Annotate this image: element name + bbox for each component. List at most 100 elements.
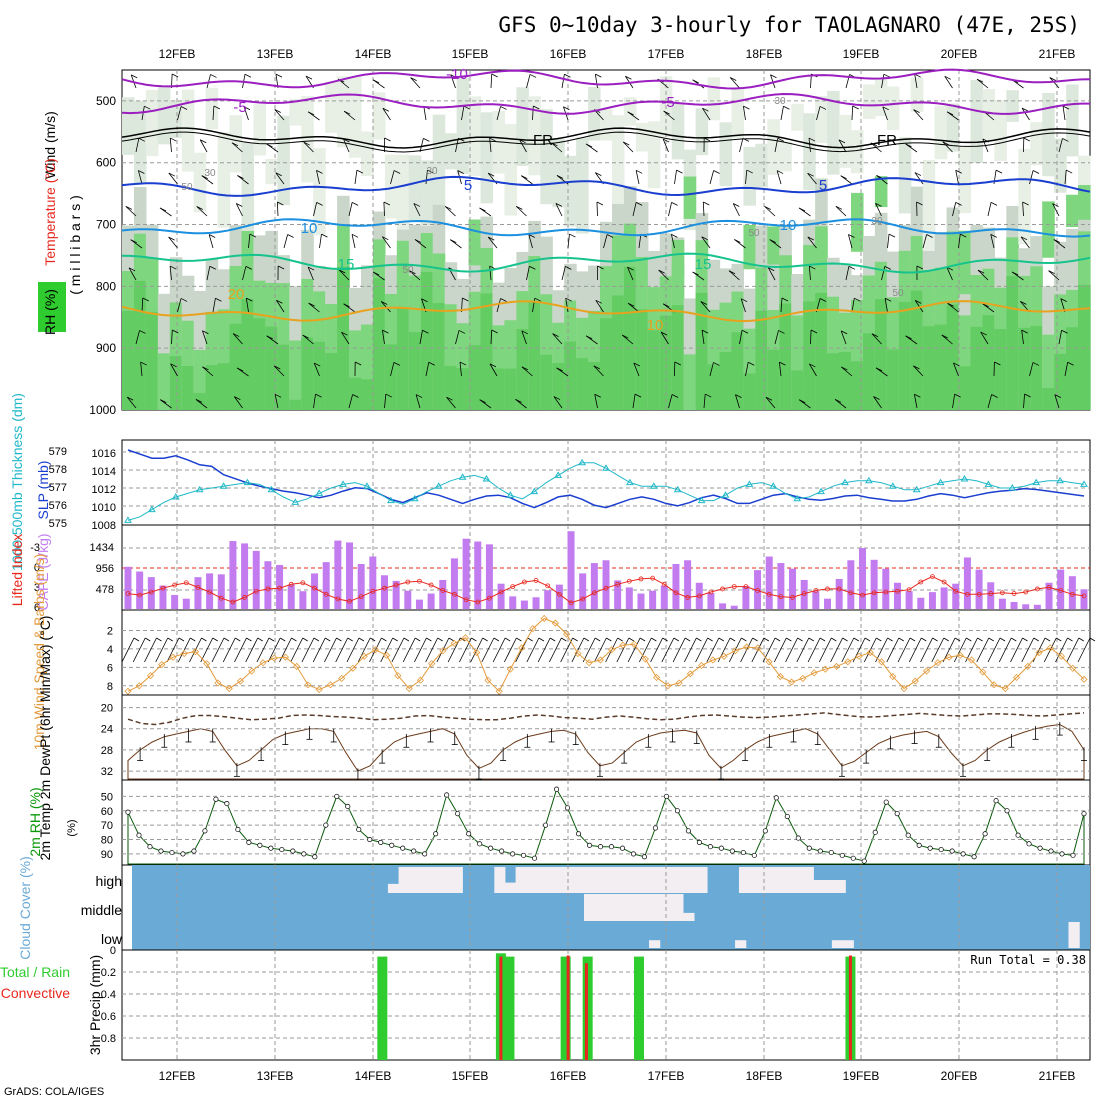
wind-barb-flag — [528, 234, 535, 238]
wind-barb-flag — [160, 399, 167, 404]
wind10m-barb-staff — [121, 637, 135, 663]
wind-barb-flag — [479, 399, 486, 404]
wind-barb-staff — [980, 331, 989, 345]
wind10m-marker — [821, 665, 829, 673]
wind10m-barb-staff — [1010, 637, 1023, 663]
lifted-index-marker — [521, 579, 527, 585]
wind10m-marker — [338, 674, 346, 682]
thickness-tick: 575 — [49, 518, 67, 530]
wind10m-barb-staff — [357, 637, 371, 663]
wind-barb-flag — [916, 265, 924, 270]
wind10m-marker — [743, 643, 751, 651]
cloud-high-cell — [632, 867, 644, 893]
wind-barb-staff — [1049, 77, 1060, 89]
wind10m-marker — [349, 664, 357, 672]
wind-barb-staff — [521, 175, 533, 185]
wind-barb-staff — [212, 298, 216, 313]
rh-tick: 70 — [101, 820, 113, 832]
wind-barb-flag — [352, 394, 359, 398]
bottom-date-labels: 12FEB 13FEB 14FEB 15FEB 16FEB 17FEB 18FEB 19FEB… — [159, 1069, 1076, 1083]
cape-bar — [777, 563, 785, 609]
wind-barb-flag — [303, 141, 310, 146]
cloud-high-cell — [770, 867, 783, 893]
wind-barb-staff — [446, 396, 456, 409]
pressure-tick-700: 700 — [96, 218, 116, 232]
wind-barb-flag — [459, 361, 467, 366]
wind-barb-flag — [1049, 77, 1056, 81]
wind-barb-staff — [702, 201, 705, 217]
lifted-index-marker — [988, 591, 994, 596]
wind-barb-flag — [563, 106, 570, 111]
wind10m-marker — [248, 667, 256, 675]
contour-label: 50 — [892, 288, 904, 299]
wind10m-barb-staff — [537, 637, 551, 663]
wind-barb-flag — [1032, 170, 1040, 174]
cloud-high-cell — [824, 880, 836, 893]
rh-band-upper — [707, 77, 721, 121]
rh-band-upper — [349, 76, 362, 158]
rh-band-darkgreen — [707, 364, 721, 410]
wind-barb-staff — [381, 236, 391, 249]
rh-band-darkgreen — [886, 349, 900, 410]
rh-band-darkgreen — [504, 368, 517, 410]
wind-barb-staff — [922, 234, 928, 249]
wind-barb-staff — [308, 302, 320, 313]
wind10m-marker — [788, 678, 796, 686]
wind-barb-flag — [734, 239, 741, 243]
rh-marker — [125, 809, 131, 815]
wind10m-marker — [799, 674, 807, 682]
wind-barb-staff — [848, 234, 853, 249]
wind10m-marker — [259, 659, 267, 667]
contour-label: FR — [877, 132, 897, 149]
wind-barb-staff — [809, 363, 817, 377]
rh-band-upper — [145, 89, 159, 157]
wind-barb-staff — [774, 330, 779, 345]
wind10m-barb-flag — [808, 637, 815, 642]
isotherm-15 — [121, 252, 1091, 274]
rh-band-upper — [444, 133, 458, 170]
cloud-low-cell — [842, 940, 854, 948]
wind-barb-flag — [1022, 201, 1029, 206]
wind-barb-flag — [316, 169, 323, 174]
cloud-high-cell — [398, 867, 410, 893]
bottom-date-12FEB: 12FEB — [159, 1069, 196, 1083]
precip-tick: 0.4 — [101, 989, 116, 1001]
lifted-index-label: Lifted Index — [9, 534, 25, 606]
thickness-marker — [171, 493, 180, 500]
wind-barb-flag — [713, 170, 720, 174]
wind-barb-staff — [881, 266, 886, 281]
wind-barb-flag — [130, 239, 137, 244]
wind-barb-staff — [382, 108, 391, 121]
precip-frame — [121, 949, 1091, 1061]
wind10m-barb-flag — [493, 637, 500, 642]
rh-band-darkgreen — [671, 305, 685, 410]
wind-barb-staff — [871, 333, 882, 345]
wind10m-barb-flag — [1078, 637, 1084, 642]
wind-barb-flag — [168, 172, 175, 177]
lifted-index-marker — [288, 581, 294, 587]
rh-band-upper — [408, 155, 422, 221]
wind-barb-staff — [208, 234, 214, 249]
rh-band-upper — [922, 159, 936, 251]
cape-bar — [672, 564, 680, 609]
cloud-level-middle: middle — [81, 902, 122, 918]
rh-band-upper — [647, 121, 661, 189]
wind-barb-flag — [982, 303, 989, 308]
wind10m-barb-staff — [886, 637, 900, 663]
lifted-index-marker — [1011, 591, 1017, 596]
wind-barb-flag — [246, 297, 253, 302]
wind10m-marker — [135, 682, 143, 690]
lifted-index-marker — [556, 591, 562, 597]
wind-barb-flag — [521, 175, 528, 180]
wind-barb-staff — [414, 239, 427, 249]
wind-barb-staff — [876, 175, 888, 185]
rh-band-darkgreen — [396, 308, 410, 410]
cape-bar — [462, 538, 470, 609]
wind10m-marker — [844, 658, 852, 666]
wind10m-barb-flag — [853, 637, 860, 642]
cloud-level-low: low — [101, 931, 123, 947]
cloud-high-cell — [738, 867, 751, 893]
wind10m-marker — [922, 667, 931, 675]
rh-band-darkgreen — [289, 399, 302, 410]
